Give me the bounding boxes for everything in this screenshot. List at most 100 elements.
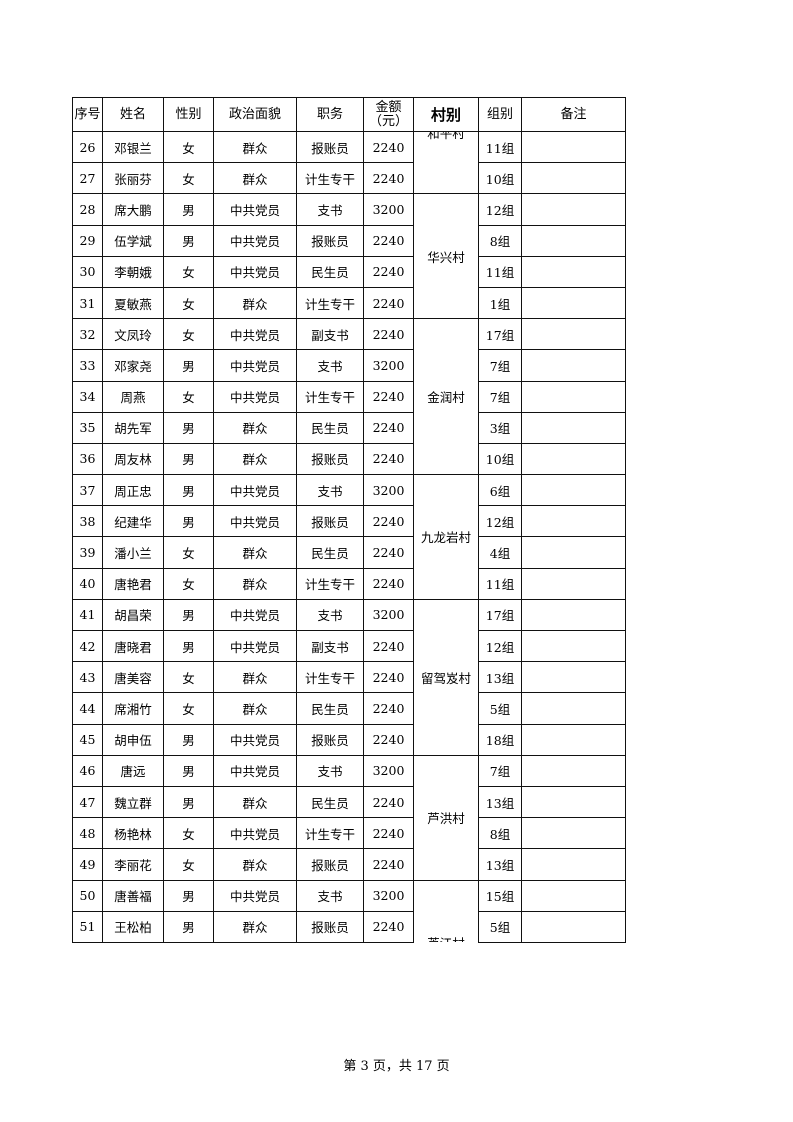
cell-amount: 2240 (363, 723, 414, 756)
cell-role: 民生员 (296, 411, 364, 444)
cell-name: 文凤玲 (102, 318, 164, 351)
cell-political: 中共党员 (213, 380, 297, 413)
cell-sex: 男 (163, 474, 214, 507)
cell-no: 32 (72, 318, 103, 351)
cell-village: 金润村 (413, 318, 479, 476)
table-row: 41 胡昌荣男中共党员 支书 3200 留驾岌村 17组 (72, 598, 626, 756)
cell-village: 芦洪村 (413, 754, 479, 881)
cell-group: 4组 (478, 536, 522, 569)
cell-amount: 2240 (363, 130, 414, 164)
cell-role: 计生专干 (296, 661, 364, 694)
cell-village: 和平村 (413, 130, 479, 195)
cell-no: 44 (72, 692, 103, 725)
cell-no: 51 (72, 910, 103, 943)
cell-sex: 男 (163, 505, 214, 538)
table-row: 32 文凤玲女中共党员 副支书 2240 金润村 17组 (72, 318, 626, 476)
cell-political: 中共党员 (213, 629, 297, 663)
cell-role: 计生专干 (296, 286, 364, 320)
cell-role: 民生员 (296, 692, 364, 725)
cell-sex: 男 (163, 910, 214, 943)
cell-remarks (521, 349, 626, 382)
cell-amount: 2240 (363, 380, 414, 413)
cell-group: 8组 (478, 817, 522, 850)
page-footer: 第 3 页，共 17 页 (343, 1059, 450, 1074)
cell-political: 中共党员 (213, 255, 297, 288)
cell-no: 30 (72, 255, 103, 288)
cell-political: 中共党员 (213, 474, 297, 507)
header-number: 序号 (72, 97, 103, 132)
cell-sex: 女 (163, 130, 214, 164)
cell-amount: 2240 (363, 162, 414, 195)
cell-name: 李朝娥 (102, 255, 164, 288)
cell-role: 报账员 (296, 130, 364, 164)
personnel-table: 序号 姓名 性别 政治面貌 职务 金额（元） 村别 组别 备注 26 邓银兰女群众 报账员 2240 和平… (72, 97, 626, 943)
cell-group: 7组 (478, 754, 522, 787)
table-row: 38 纪建华男中共党员 报账员 2240 12组 (72, 505, 626, 538)
village-name: 和平村 (427, 131, 465, 141)
table-row: 28 席大鹏男中共党员 支书 3200 华兴村 12组 (72, 193, 626, 320)
cell-role: 支书 (296, 879, 364, 912)
cell-amount: 2240 (363, 224, 414, 257)
cell-sex: 女 (163, 162, 214, 195)
cell-name: 唐善福 (102, 879, 164, 912)
header-row: 序号 姓名 性别 政治面貌 职务 金额（元） 村别 组别 备注 (72, 97, 626, 132)
cell-no: 45 (72, 723, 103, 756)
cell-sex: 男 (163, 785, 214, 819)
village-name: 华兴村 (427, 249, 465, 265)
cell-amount: 2240 (363, 692, 414, 725)
cell-remarks (521, 442, 626, 476)
cell-political: 中共党员 (213, 505, 297, 538)
cell-amount: 2240 (363, 848, 414, 881)
cell-role: 报账员 (296, 442, 364, 476)
cell-sex: 女 (163, 848, 214, 881)
cell-sex: 女 (163, 661, 214, 694)
cell-no: 40 (72, 567, 103, 600)
cell-political: 群众 (213, 692, 297, 725)
table-row: 34 周燕女中共党员 计生专干 2240 7组 (72, 380, 626, 413)
cell-no: 38 (72, 505, 103, 538)
cell-name: 唐晓君 (102, 629, 164, 663)
table-row: 27 张丽芬女群众 计生专干 2240 10组 (72, 162, 626, 195)
cell-political: 群众 (213, 567, 297, 600)
village-name: 留驾岌村 (420, 670, 471, 686)
cell-remarks (521, 130, 626, 164)
cell-name: 邓家尧 (102, 349, 164, 382)
table-row: 26 邓银兰女群众 报账员 2240 和平村 11组 (72, 130, 626, 195)
cell-sex: 男 (163, 629, 214, 663)
cell-political: 中共党员 (213, 817, 297, 850)
cell-role: 民生员 (296, 536, 364, 569)
village-name: 金润村 (427, 390, 465, 406)
cell-village: 芦江村 (413, 879, 479, 943)
cell-political: 群众 (213, 661, 297, 694)
cell-name: 夏敏燕 (102, 286, 164, 320)
table-row: 48 杨艳林女中共党员 计生专干 2240 8组 (72, 817, 626, 850)
cell-group: 7组 (478, 349, 522, 382)
cell-name: 王松柏 (102, 910, 164, 943)
cell-group: 11组 (478, 130, 522, 164)
table-row: 49 李丽花女群众 报账员 2240 13组 (72, 848, 626, 881)
table-row: 33 邓家尧男中共党员 支书 3200 7组 (72, 349, 626, 382)
table-row: 43 唐美容女群众 计生专干 2240 13组 (72, 661, 626, 694)
cell-sex: 男 (163, 193, 214, 226)
cell-political: 中共党员 (213, 754, 297, 787)
cell-amount: 2240 (363, 567, 414, 600)
cell-no: 34 (72, 380, 103, 413)
cell-no: 31 (72, 286, 103, 320)
cell-remarks (521, 629, 626, 663)
cell-sex: 女 (163, 286, 214, 320)
cell-political: 中共党员 (213, 224, 297, 257)
cell-role: 支书 (296, 349, 364, 382)
cell-role: 民生员 (296, 255, 364, 288)
cell-name: 周燕 (102, 380, 164, 413)
cell-name: 唐美容 (102, 661, 164, 694)
header-position: 职务 (296, 97, 364, 132)
cell-amount: 2240 (363, 785, 414, 819)
cell-name: 胡昌荣 (102, 598, 164, 632)
cell-amount: 3200 (363, 598, 414, 632)
cell-no: 42 (72, 629, 103, 663)
cell-sex: 女 (163, 536, 214, 569)
table-row: 47 魏立群男群众 民生员 2240 13组 (72, 785, 626, 819)
village-name: 芦洪村 (427, 811, 465, 827)
header-political-status: 政治面貌 (213, 97, 297, 132)
